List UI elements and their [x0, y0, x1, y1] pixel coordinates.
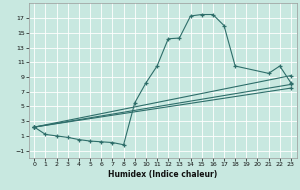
- X-axis label: Humidex (Indice chaleur): Humidex (Indice chaleur): [108, 170, 217, 179]
